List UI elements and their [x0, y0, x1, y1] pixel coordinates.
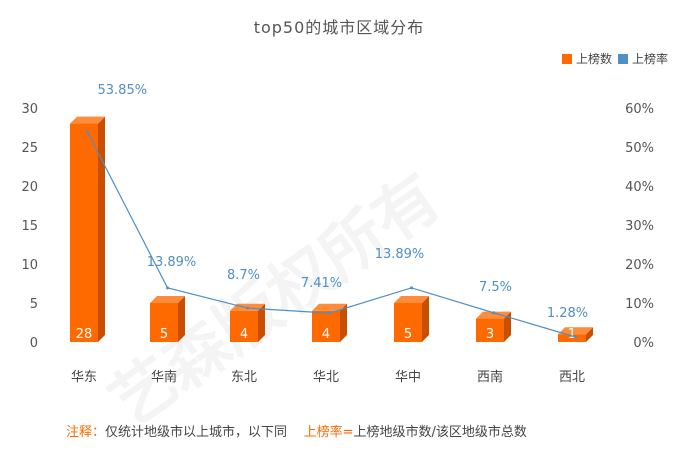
y-left-tick-label: 25 [21, 141, 38, 156]
x-tick-label: 华北 [313, 370, 339, 385]
bar-value-label: 5 [404, 327, 412, 342]
rate-point [328, 311, 331, 315]
bar [476, 318, 504, 342]
bar [230, 310, 258, 342]
bar-top [312, 303, 347, 311]
bar-value-label: 4 [322, 327, 330, 342]
legend: 上榜数 上榜率 [556, 50, 668, 67]
bar-value-label: 5 [160, 327, 168, 342]
y-right-tick-label: 30% [625, 219, 654, 234]
bar-side [98, 116, 105, 342]
footnote: 注释：仅统计地级市以上城市，以下同 上榜率=上榜地级市数/该区地级市总数 [66, 421, 527, 440]
bar-side [258, 303, 265, 342]
bar-top [476, 311, 511, 319]
legend-swatch-line [617, 53, 628, 64]
bar-side [422, 296, 429, 342]
rate-data-label: 53.85% [98, 83, 148, 98]
bar-value-label: 3 [486, 327, 494, 342]
bar-value-label: 4 [240, 327, 248, 342]
footnote-note-label: 注释： [66, 425, 106, 440]
rate-point [574, 335, 577, 339]
chart-title: top50的城市区域分布 [253, 18, 425, 37]
bar-value-label: 28 [76, 327, 93, 342]
legend-label-line: 上榜率 [631, 52, 668, 66]
rate-data-label: 8.7% [227, 268, 260, 283]
y-left-tick-label: 30 [21, 102, 38, 117]
x-tick-label: 西南 [477, 369, 503, 385]
rate-point [246, 306, 249, 310]
x-tick-label: 华中 [395, 370, 421, 385]
y-left-tick-label: 10 [21, 258, 38, 273]
bar-top [394, 296, 429, 303]
y-right-tick-label: 0% [633, 336, 654, 351]
rate-point [86, 130, 89, 134]
rate-point [492, 311, 495, 315]
legend-item-line: 上榜率 [617, 50, 668, 67]
y-right-tick-label: 40% [625, 180, 654, 195]
bar-side [340, 303, 347, 342]
y-left-tick-label: 5 [30, 297, 38, 312]
bar-side [586, 327, 593, 342]
legend-label-bars: 上榜数 [575, 52, 612, 66]
bar-top [558, 327, 593, 335]
bar [150, 303, 178, 342]
x-tick-label: 华东 [71, 370, 97, 385]
bar-top [70, 116, 105, 124]
bar [558, 334, 586, 342]
y-right-tick-label: 10% [625, 297, 654, 312]
legend-item-bars: 上榜数 [561, 50, 612, 67]
bar-side [178, 296, 185, 342]
rate-data-label: 7.5% [479, 280, 512, 295]
bar-top [150, 296, 185, 303]
x-tick-label: 东北 [231, 370, 257, 385]
bar [70, 123, 98, 342]
bar [394, 303, 422, 342]
y-right-tick-label: 50% [625, 141, 654, 156]
footnote-rate-label: 上榜率= [303, 425, 354, 440]
y-left-tick-label: 20 [21, 180, 38, 195]
rate-data-label: 13.89% [147, 255, 197, 270]
rate-point [410, 286, 413, 290]
y-right-tick-label: 20% [625, 258, 654, 273]
y-right-tick-label: 60% [625, 102, 654, 117]
y-left-tick-label: 0 [30, 336, 38, 351]
y-left-tick-label: 15 [21, 219, 38, 234]
footnote-rate-text: 上榜地级市数/该区地级市总数 [353, 425, 527, 440]
bar [312, 310, 340, 342]
bar-side [504, 311, 511, 342]
bar-value-label: 1 [568, 327, 576, 342]
legend-swatch-bars [561, 53, 572, 64]
x-tick-label: 西北 [559, 370, 585, 385]
rate-point [166, 286, 169, 290]
footnote-note-text: 仅统计地级市以上城市，以下同 [105, 425, 288, 440]
x-tick-label: 华南 [151, 369, 177, 385]
rate-data-label: 1.28% [547, 306, 588, 321]
rate-data-label: 13.89% [375, 247, 425, 262]
rate-data-label: 7.41% [301, 276, 342, 291]
